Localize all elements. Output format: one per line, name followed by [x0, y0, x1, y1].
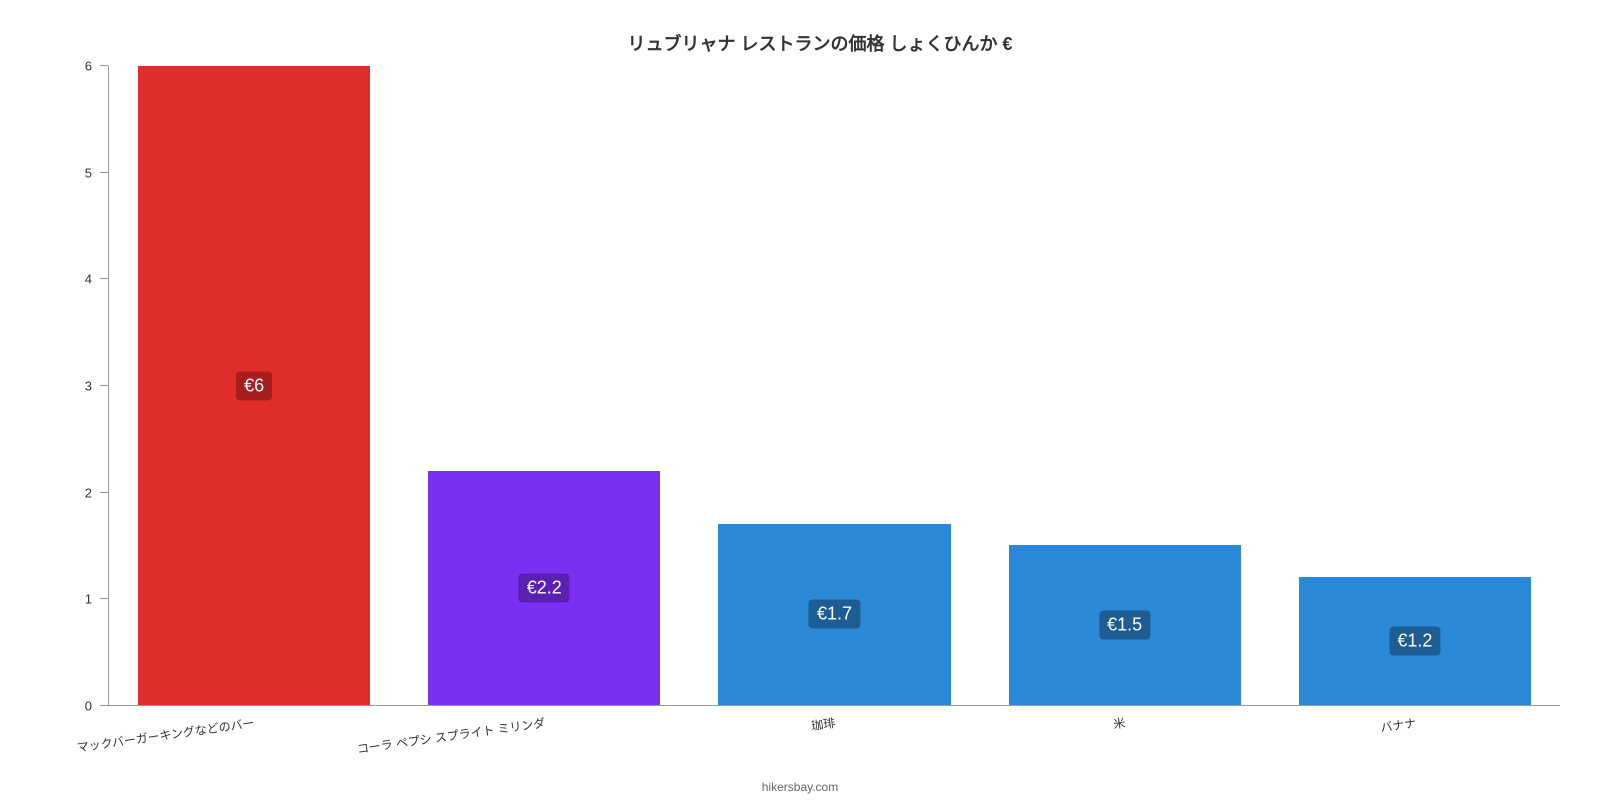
bar-value-label: €1.7: [809, 600, 860, 629]
bar-value-label: €2.2: [519, 573, 570, 602]
credit-text: hikersbay.com: [762, 780, 838, 794]
y-tick-mark: [100, 65, 108, 66]
y-tick-mark: [100, 598, 108, 599]
bar-value-label: €1.2: [1389, 627, 1440, 656]
bar-value-label: €6: [236, 371, 272, 400]
bars-area: €6 €2.2 €1.7 €1.5 €1.2: [108, 66, 1560, 706]
chart-container: リュブリャナ レストランの価格 しょくひんか € 0123456 €6€2.2€…: [70, 30, 1570, 730]
y-tick-mark: [100, 278, 108, 279]
y-tick-mark: [100, 385, 108, 386]
x-axis-label: 珈琲: [810, 714, 836, 734]
y-tick-label: 3: [85, 379, 92, 394]
x-axis-label: マックバーガーキングなどのバー: [76, 714, 256, 756]
y-axis: 0123456: [70, 66, 100, 706]
y-tick-label: 5: [85, 165, 92, 180]
x-axis-labels: マックバーガーキングなどのバーコーラ ペプシ スプライト ミリンダ珈琲米バナナ: [108, 706, 1560, 756]
y-tick-mark: [100, 705, 108, 706]
y-tick-label: 6: [85, 59, 92, 74]
bar-value-label: €1.5: [1099, 611, 1150, 640]
bar: €6: [138, 66, 370, 705]
bar: €1.5: [1009, 545, 1241, 705]
x-axis-label: バナナ: [1379, 714, 1417, 736]
y-tick-mark: [100, 492, 108, 493]
y-tick-label: 2: [85, 485, 92, 500]
chart-title: リュブリャナ レストランの価格 しょくひんか €: [70, 30, 1570, 56]
plot-area: 0123456 €6€2.2€1.7€1.5€1.2: [70, 66, 1570, 706]
x-axis-label: 米: [1113, 714, 1127, 733]
bar: €1.2: [1299, 577, 1531, 705]
y-tick-label: 4: [85, 272, 92, 287]
y-tick-label: 0: [85, 699, 92, 714]
x-axis-label: コーラ ペプシ スプライト ミリンダ: [355, 714, 546, 757]
y-tick-label: 1: [85, 592, 92, 607]
bar: €2.2: [428, 471, 660, 705]
bar: €1.7: [718, 524, 950, 705]
y-tick-mark: [100, 172, 108, 173]
